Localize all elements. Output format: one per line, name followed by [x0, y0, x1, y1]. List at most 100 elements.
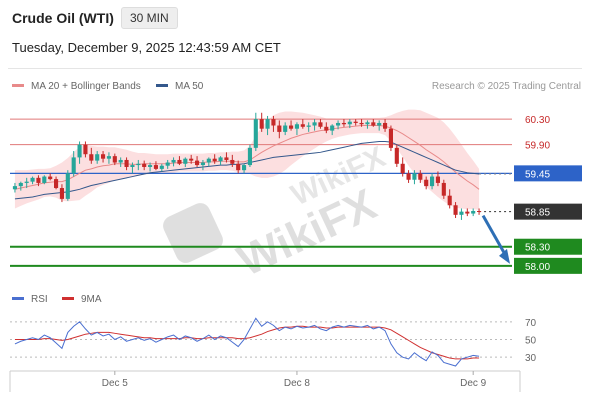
candle-body — [247, 147, 252, 166]
candle — [153, 161, 158, 171]
candle-body — [224, 157, 229, 160]
candle — [300, 119, 305, 129]
timeframe-badge[interactable]: 30 MIN — [121, 7, 178, 29]
candle — [318, 119, 323, 129]
candle-body — [65, 173, 70, 199]
candle — [289, 120, 294, 131]
candle-body — [124, 159, 129, 167]
candle — [430, 173, 435, 190]
rsi-tick-70: 70 — [525, 318, 537, 329]
candle-body — [48, 176, 53, 180]
candle-body — [341, 122, 346, 125]
candle — [283, 122, 288, 136]
candle — [148, 162, 153, 172]
candle-body — [294, 124, 299, 129]
level-tag-label: 60.30 — [525, 115, 550, 126]
level-tag-58-30: 58.30 — [514, 238, 582, 255]
level-tag-bg — [514, 165, 582, 182]
level-tag-label: 59.90 — [525, 141, 550, 152]
level-tag-58-85: 58.85 — [514, 203, 582, 220]
candle — [59, 184, 64, 203]
candle-body — [24, 181, 29, 183]
candle-body — [148, 165, 153, 167]
candle — [142, 160, 147, 171]
rsi-tick-50: 50 — [525, 336, 537, 347]
candle — [271, 115, 276, 132]
candle-body — [183, 158, 188, 164]
candle-body — [218, 157, 223, 162]
level-tag-bg — [514, 257, 582, 274]
candle — [259, 112, 264, 132]
candle-body — [259, 119, 264, 129]
candle-body — [306, 125, 311, 127]
candle — [18, 181, 23, 191]
candle-body — [136, 163, 141, 166]
candle — [383, 119, 388, 132]
candle — [265, 115, 270, 136]
rsi-ma9-line — [14, 325, 480, 360]
candle-body — [394, 147, 399, 164]
candle — [242, 163, 247, 174]
x-tick-label: Dec 5 — [102, 378, 129, 389]
candle — [30, 176, 35, 185]
candle — [400, 157, 405, 177]
level-tag-label: 58.85 — [525, 208, 550, 219]
candle-body — [71, 157, 76, 174]
candle-body — [101, 154, 106, 159]
rsi-panel: 70 50 30 — [10, 317, 537, 367]
candle-body — [447, 195, 452, 206]
candle-body — [171, 159, 176, 163]
candle-body — [59, 188, 64, 199]
candle-body — [277, 125, 282, 132]
candle-body — [318, 122, 323, 127]
candle — [65, 170, 70, 201]
credit-text: Research © 2025 Trading Central — [432, 81, 581, 92]
rsi-tick-30: 30 — [525, 353, 537, 364]
candle-body — [400, 163, 405, 174]
candle — [224, 152, 229, 163]
candle — [71, 151, 76, 177]
candle-body — [18, 182, 23, 187]
candle-body — [477, 211, 482, 212]
candle-body — [159, 165, 164, 169]
candle-body — [212, 158, 217, 162]
candle-body — [142, 163, 147, 167]
candle — [359, 119, 364, 127]
candle — [24, 177, 29, 189]
candle — [435, 171, 440, 187]
level-tag-bg — [514, 238, 582, 255]
candle-body — [118, 159, 123, 163]
candle — [95, 151, 100, 164]
arrow-head — [499, 248, 510, 264]
arrow-shaft — [481, 214, 509, 259]
level-tags: 60.30 59.90 59.45 58.85 58.30 58.00 — [514, 115, 582, 274]
candle — [371, 119, 376, 127]
ma50-line — [14, 140, 480, 200]
ma9-legend-swatch — [62, 297, 74, 300]
candle-body — [177, 159, 182, 164]
candle-body — [371, 122, 376, 126]
timestamp: Tuesday, December 9, 2025 12:43:59 AM CE… — [12, 40, 281, 55]
candle-body — [441, 182, 446, 196]
candle — [465, 208, 470, 217]
candle — [200, 159, 205, 171]
candle — [165, 159, 170, 169]
candle-body — [236, 163, 241, 171]
candle — [453, 202, 458, 219]
candle-body — [471, 211, 476, 214]
candle — [388, 125, 393, 152]
candle — [177, 156, 182, 166]
candle-body — [388, 128, 393, 148]
ma20-legend-label: MA 20 + Bollinger Bands — [31, 81, 141, 92]
candle — [365, 120, 370, 129]
x-tick-label: Dec 9 — [460, 378, 487, 389]
rsi-legend-label: RSI — [31, 294, 48, 305]
candle — [277, 120, 282, 139]
candle-body — [106, 156, 111, 159]
candle-body — [195, 160, 200, 166]
candle — [130, 162, 135, 174]
candle — [189, 154, 194, 164]
candle-body — [453, 205, 458, 215]
candle-body — [95, 154, 100, 161]
